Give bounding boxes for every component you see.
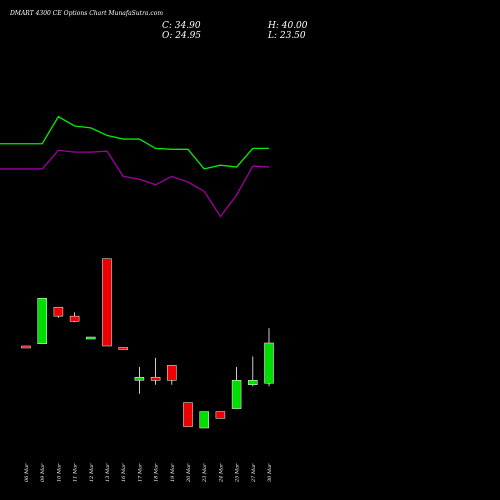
candle-body [231, 380, 242, 409]
candle-body [215, 411, 226, 419]
candle-09-mar [37, 298, 47, 344]
open-value: O: 24.95 [162, 31, 201, 41]
candle-body [167, 365, 177, 381]
indicator-lines [0, 115, 270, 218]
close-value: C: 34.90 [162, 21, 201, 31]
candle-body [199, 411, 209, 429]
candle-30-mar [264, 328, 274, 387]
x-tick-label: 23 Mar [202, 463, 208, 483]
candle-body [183, 402, 193, 427]
indicator-line-1 [0, 115, 269, 170]
candle-13-mar [102, 258, 112, 347]
x-tick-label: 25 Mar [235, 463, 241, 483]
candle-12-mar [86, 336, 96, 340]
high-value: H: 40.00 [267, 21, 308, 31]
x-axis-ticks: 06 Mar 09 Mar 10 Mar 11 Mar 12 Mar 13 Mar 16 M… [24, 463, 273, 483]
x-tick-label: 06 Mar [24, 463, 30, 482]
candle-11-mar [69, 312, 80, 323]
x-tick-label: 19 Mar [170, 463, 176, 482]
candle-body [264, 342, 274, 384]
x-tick-label: 13 Mar [105, 463, 111, 482]
candle-body [69, 315, 80, 322]
candle-body [37, 298, 47, 344]
candle-25-mar [231, 366, 242, 409]
candle-17-mar [134, 366, 145, 394]
x-tick-label: 09 Mar [40, 463, 46, 482]
x-tick-label: 30 Mar [267, 463, 273, 482]
candle-body [150, 377, 161, 381]
x-tick-label: 17 Mar [137, 463, 143, 482]
x-tick-label: 20 Mar [186, 463, 192, 483]
candle-body [53, 306, 64, 317]
x-tick-label: 16 Mar [121, 463, 127, 482]
candles [21, 258, 274, 429]
candle-24-mar [215, 411, 226, 419]
x-tick-label: 10 Mar [56, 463, 62, 482]
chart-title: DMART 4300 CE Options Chart MunafaSutra.… [9, 10, 163, 17]
x-tick-label: 12 Mar [89, 463, 95, 482]
candle-body [86, 336, 96, 340]
candle-19-mar [167, 365, 177, 385]
low-value: L: 23.50 [267, 31, 306, 41]
candle-body [248, 380, 258, 386]
x-tick-label: 27 Mar [251, 463, 257, 483]
candle-body [102, 258, 112, 347]
candle-20-mar [183, 402, 193, 427]
candle-18-mar [150, 357, 161, 385]
candle-16-mar [118, 347, 128, 350]
candle-10-mar [53, 306, 64, 318]
candle-06-mar [21, 345, 31, 349]
candle-body [134, 377, 145, 381]
x-tick-label: 24 Mar [218, 463, 224, 483]
candle-27-mar [248, 356, 258, 387]
x-tick-label: 18 Mar [154, 463, 160, 482]
x-tick-label: 11 Mar [73, 463, 79, 482]
indicator-line-2 [0, 149, 270, 218]
candle-body [21, 345, 31, 349]
candle-23-mar [199, 411, 209, 429]
candle-body [118, 347, 128, 350]
